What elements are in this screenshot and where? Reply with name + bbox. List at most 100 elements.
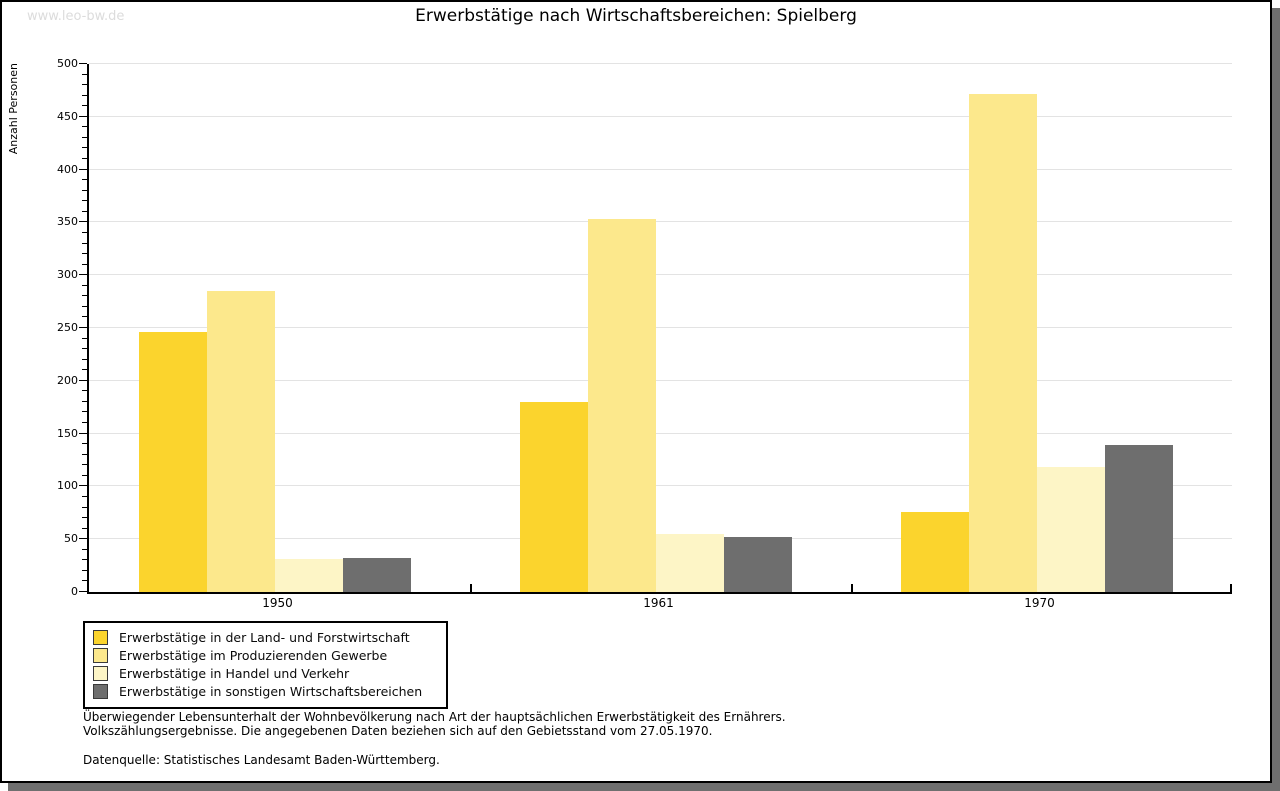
legend-swatch-2 <box>93 648 108 663</box>
y-minor-tick-190 <box>82 390 87 392</box>
footnote-line-2: Volkszählungsergebnisse. Die angegebenen… <box>83 724 713 738</box>
footnote-source: Datenquelle: Statistisches Landesamt Bad… <box>83 753 440 767</box>
y-major-tick-300 <box>79 274 87 276</box>
y-minor-tick-130 <box>82 453 87 455</box>
y-major-tick-200 <box>79 379 87 381</box>
watermark: www.leo-bw.de <box>27 9 125 24</box>
gridline-350 <box>89 221 1232 223</box>
y-minor-tick-90 <box>82 495 87 497</box>
y-minor-tick-270 <box>82 305 87 307</box>
gridline-150 <box>89 432 1232 434</box>
y-minor-tick-170 <box>82 411 87 413</box>
y-major-tick-500 <box>79 63 87 64</box>
y-minor-tick-210 <box>82 369 87 371</box>
y-minor-tick-240 <box>82 337 87 339</box>
y-minor-tick-220 <box>82 358 87 360</box>
y-minor-tick-180 <box>82 400 87 402</box>
y-minor-tick-490 <box>82 73 87 75</box>
y-tick-label-200: 200 <box>57 373 78 387</box>
y-minor-tick-340 <box>82 231 87 233</box>
bar-1970-series-2 <box>969 93 1037 592</box>
y-minor-tick-480 <box>82 84 87 86</box>
y-minor-tick-160 <box>82 422 87 424</box>
bar-1961-series-1 <box>520 401 588 592</box>
legend-swatch-4 <box>93 684 108 699</box>
y-minor-tick-40 <box>82 548 87 550</box>
y-minor-tick-410 <box>82 158 87 160</box>
x-category-label-1961: 1961 <box>643 596 674 610</box>
y-tick-label-350: 350 <box>57 215 78 229</box>
y-minor-tick-330 <box>82 242 87 244</box>
legend: Erwerbstätige in der Land- und Forstwirt… <box>83 621 448 709</box>
bar-1950-series-4 <box>343 558 411 592</box>
y-minor-tick-60 <box>82 527 87 529</box>
y-major-tick-100 <box>79 485 87 487</box>
gridline-100 <box>89 485 1232 487</box>
bar-1961-series-4 <box>724 537 792 592</box>
y-major-tick-350 <box>79 221 87 223</box>
y-major-tick-400 <box>79 168 87 170</box>
y-minor-tick-230 <box>82 348 87 350</box>
bar-1961-series-2 <box>588 219 656 592</box>
y-minor-tick-140 <box>82 443 87 445</box>
gridline-500 <box>89 63 1232 64</box>
bar-1970-series-3 <box>1037 467 1105 592</box>
bar-1950-series-3 <box>275 559 343 592</box>
chart-title: Erwerbstätige nach Wirtschaftsbereichen:… <box>415 6 857 26</box>
gridline-250 <box>89 327 1232 328</box>
footnote-line-1: Überwiegender Lebensunterhalt der Wohnbe… <box>83 710 786 724</box>
y-minor-tick-20 <box>82 569 87 571</box>
y-minor-tick-10 <box>82 580 87 582</box>
x-tick-1 <box>470 584 472 592</box>
y-axis-title: Anzahl Personen <box>7 63 20 155</box>
y-minor-tick-320 <box>82 253 87 255</box>
y-tick-label-400: 400 <box>57 162 78 176</box>
y-minor-tick-420 <box>82 147 87 149</box>
bar-1961-series-3 <box>656 533 724 592</box>
y-minor-tick-70 <box>82 517 87 519</box>
x-category-label-1970: 1970 <box>1024 596 1055 610</box>
y-minor-tick-260 <box>82 316 87 318</box>
legend-item-3: Erwerbstätige in Handel und Verkehr <box>93 665 438 682</box>
gridline-400 <box>89 168 1232 170</box>
y-minor-tick-380 <box>82 189 87 191</box>
y-minor-tick-390 <box>82 179 87 181</box>
gridline-300 <box>89 274 1232 276</box>
legend-label-3: Erwerbstätige in Handel und Verkehr <box>119 666 350 681</box>
plot-area <box>79 63 1232 594</box>
x-tick-3 <box>1230 584 1232 592</box>
y-tick-label-0: 0 <box>71 585 78 598</box>
x-tick-2 <box>851 584 853 592</box>
y-minor-tick-470 <box>82 94 87 96</box>
y-tick-label-100: 100 <box>57 479 78 493</box>
y-major-tick-0 <box>79 591 87 592</box>
y-major-tick-50 <box>79 538 87 540</box>
y-tick-label-300: 300 <box>57 268 78 282</box>
y-minor-tick-80 <box>82 506 87 508</box>
y-tick-label-250: 250 <box>57 321 78 334</box>
y-major-tick-150 <box>79 432 87 434</box>
bar-1970-series-1 <box>901 511 969 592</box>
footnote: Überwiegender Lebensunterhalt der Wohnbe… <box>83 710 786 767</box>
y-tick-label-150: 150 <box>57 426 78 440</box>
gridline-450 <box>89 115 1232 117</box>
y-tick-label-450: 450 <box>57 109 78 123</box>
y-major-tick-250 <box>79 327 87 328</box>
y-minor-tick-290 <box>82 284 87 286</box>
y-minor-tick-360 <box>82 210 87 212</box>
bar-1950-series-2 <box>207 291 275 592</box>
bar-1970-series-4 <box>1105 445 1173 592</box>
y-minor-tick-30 <box>82 559 87 561</box>
y-minor-tick-110 <box>82 474 87 476</box>
y-minor-tick-370 <box>82 200 87 202</box>
legend-label-2: Erwerbstätige im Produzierenden Gewerbe <box>119 648 388 663</box>
y-minor-tick-120 <box>82 464 87 466</box>
legend-item-2: Erwerbstätige im Produzierenden Gewerbe <box>93 647 438 664</box>
legend-label-4: Erwerbstätige in sonstigen Wirtschaftsbe… <box>119 684 423 699</box>
y-major-tick-450 <box>79 115 87 117</box>
legend-item-1: Erwerbstätige in der Land- und Forstwirt… <box>93 629 438 646</box>
y-minor-tick-310 <box>82 263 87 265</box>
y-minor-tick-460 <box>82 105 87 107</box>
y-minor-tick-430 <box>82 136 87 138</box>
